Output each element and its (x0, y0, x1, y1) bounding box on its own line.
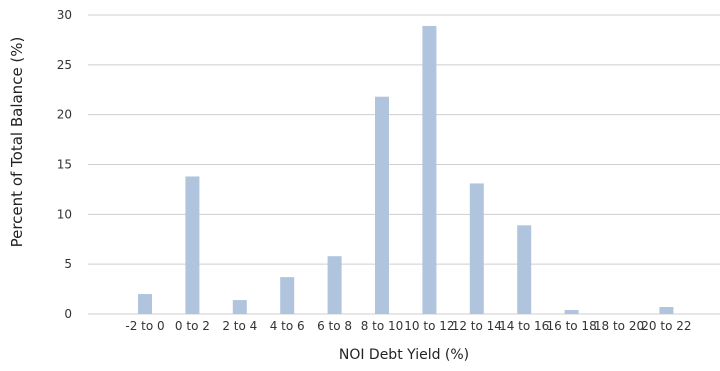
x-tick-label: 4 to 6 (270, 319, 305, 333)
y-tick-label: 20 (57, 108, 72, 122)
bar (375, 96, 389, 314)
x-tick-label: 12 to 14 (452, 319, 502, 333)
x-tick-labels: -2 to 0 0 to 2 2 to 4 4 to 6 6 to 8 8 to 10 10… (125, 319, 691, 333)
bar (327, 256, 342, 314)
y-tick-labels: 0 5 10 15 20 25 30 (57, 8, 72, 321)
bars (138, 25, 674, 315)
x-tick-label: 14 to 16 (499, 319, 549, 333)
y-tick-label: 30 (57, 8, 72, 22)
gridlines (88, 14, 720, 315)
x-tick-label: 16 to 18 (546, 319, 596, 333)
bar (138, 294, 152, 314)
x-tick-label: 10 to 12 (404, 319, 454, 333)
x-tick-label: 8 to 10 (361, 319, 404, 333)
bar (469, 183, 484, 314)
bar (280, 277, 295, 314)
bar (422, 25, 437, 315)
x-tick-label: 0 to 2 (175, 319, 210, 333)
x-tick-label: 18 to 20 (594, 319, 644, 333)
bar (185, 176, 200, 314)
y-axis-title: Percent of Total Balance (%) (8, 37, 26, 248)
bar (232, 300, 247, 314)
bar (659, 307, 674, 314)
bar (517, 225, 532, 314)
x-tick-label: 6 to 8 (317, 319, 352, 333)
x-tick-label: 20 to 22 (641, 319, 691, 333)
y-tick-label: 5 (64, 257, 72, 271)
x-axis-title: NOI Debt Yield (%) (339, 347, 469, 363)
x-tick-label: -2 to 0 (125, 319, 164, 333)
y-tick-label: 25 (57, 58, 72, 72)
y-tick-label: 0 (64, 307, 72, 321)
bar (564, 310, 579, 314)
x-tick-label: 2 to 4 (222, 319, 257, 333)
y-tick-label: 10 (57, 207, 72, 221)
y-tick-label: 15 (57, 158, 72, 172)
